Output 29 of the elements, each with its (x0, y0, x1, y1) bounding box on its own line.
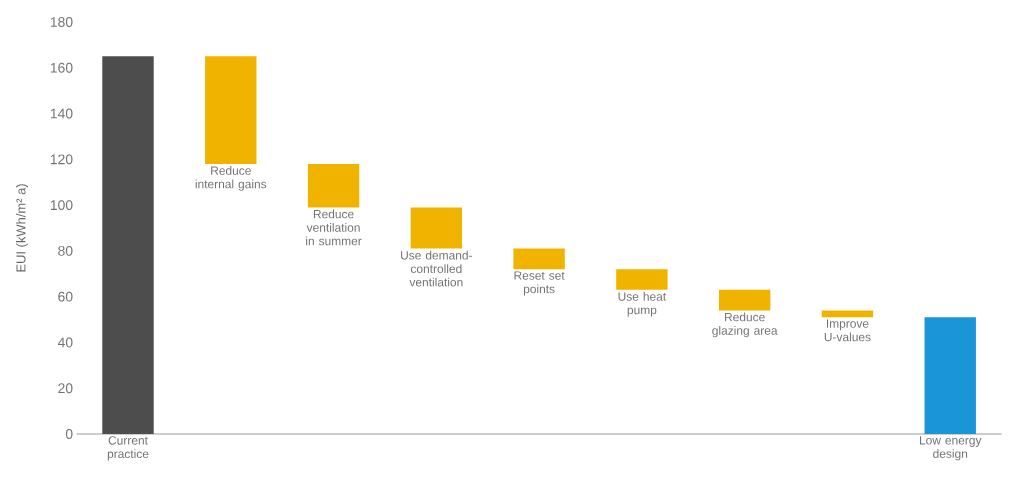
y-tick-label: 120 (50, 154, 73, 165)
bar (821, 310, 874, 318)
bar (102, 56, 154, 434)
x-tick-label: Reduce ventilation in summer (306, 209, 362, 246)
x-tick-label: Reduce internal gains (195, 166, 267, 191)
bar (205, 56, 257, 164)
x-tick-label: Reduce glazing area (712, 312, 778, 338)
y-tick-label: 80 (58, 245, 73, 256)
bar (718, 289, 771, 311)
bar (307, 163, 360, 208)
x-tick-label: Use heat pump (618, 292, 667, 317)
y-tick-label: 0 (65, 429, 73, 439)
bar (616, 269, 668, 290)
y-tick-label: 160 (50, 62, 73, 73)
x-tick-label: Use demand-controlled ventilation (401, 250, 473, 287)
x-tick-label: Current practice (107, 436, 149, 461)
bar (924, 317, 976, 434)
y-tick-label: 40 (57, 337, 73, 348)
y-tick-label: 180 (50, 17, 73, 27)
x-tick-label: Improve U-values (824, 319, 871, 342)
bar (513, 248, 565, 270)
y-tick-label: 60 (58, 291, 73, 302)
y-axis-title: EUI (kWh/m² a) (16, 184, 29, 272)
y-tick-label: 100 (50, 200, 73, 211)
bar (410, 207, 463, 249)
x-tick-label: Low energy design (919, 436, 982, 461)
x-tick-label: Reset set points (514, 271, 565, 296)
y-tick-label: 20 (58, 383, 73, 394)
y-tick-label: 140 (50, 108, 73, 119)
